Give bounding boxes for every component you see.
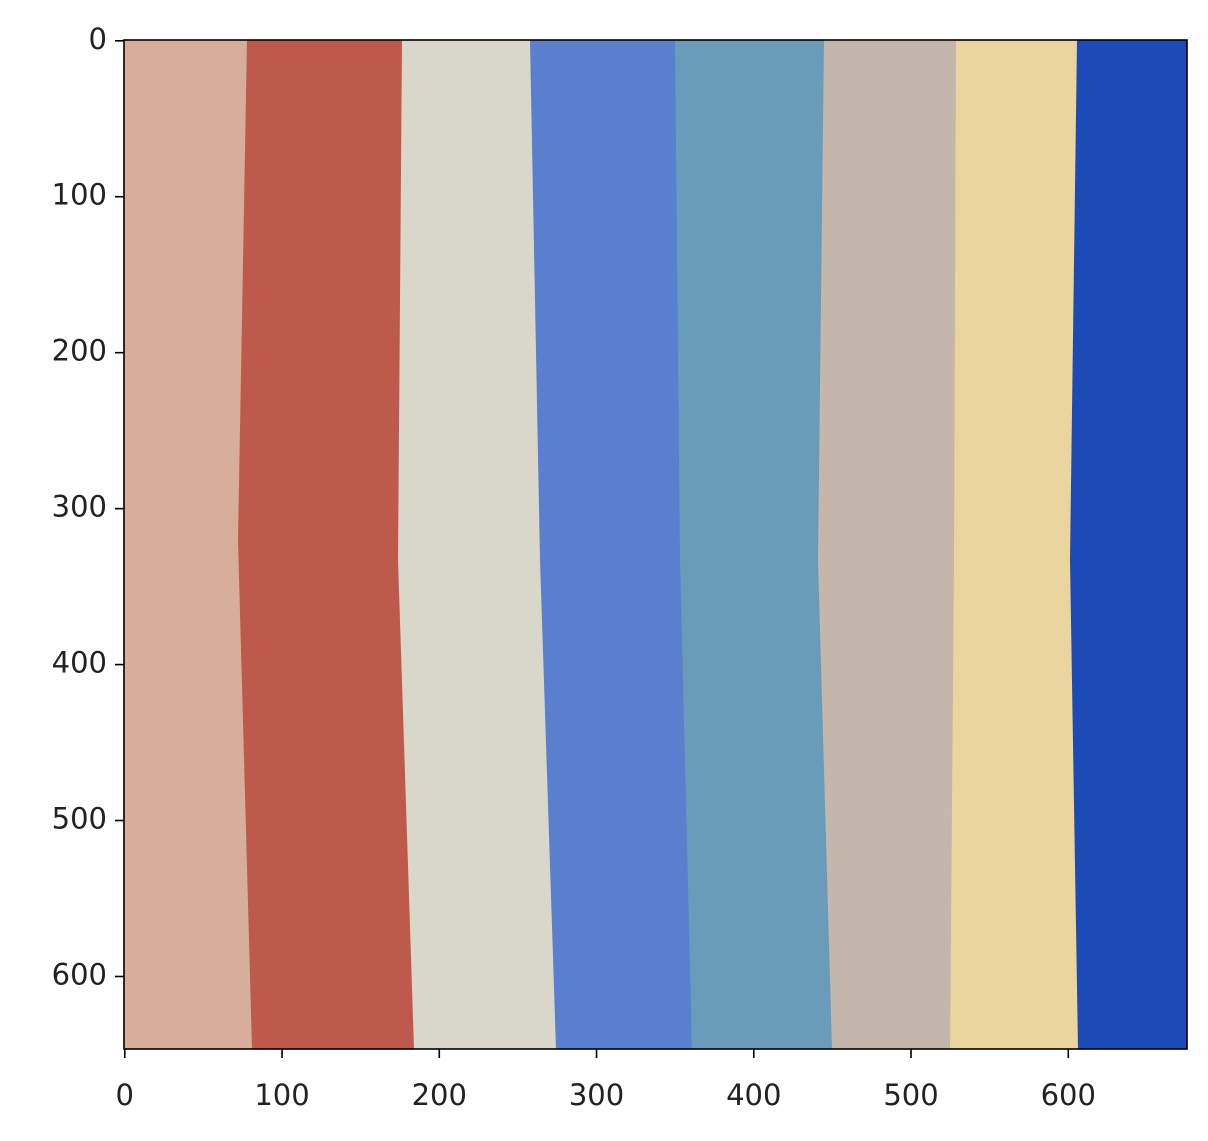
swatch-cream: [398, 40, 556, 1049]
x-tick-label: 300: [569, 1078, 624, 1112]
swatch-yellow: [950, 40, 1078, 1049]
swatch-taupe: [818, 40, 956, 1049]
x-tick-label: 0: [116, 1078, 134, 1112]
y-tick-label: 300: [52, 490, 107, 524]
x-tick-label: 400: [726, 1078, 781, 1112]
y-tick-label: 0: [89, 22, 107, 56]
axes-frame: [123, 39, 1188, 1050]
y-tick-label: 400: [52, 646, 107, 680]
x-tick-label: 500: [883, 1078, 938, 1112]
swatch-steel: [675, 40, 832, 1049]
x-tick-label: 600: [1041, 1078, 1096, 1112]
swatch-blue: [530, 40, 692, 1049]
y-tick-label: 200: [52, 334, 107, 368]
x-tick-label: 200: [412, 1078, 467, 1112]
y-tick-label: 600: [52, 957, 107, 991]
swatch-red: [238, 40, 414, 1049]
y-tick-label: 500: [52, 802, 107, 836]
y-tick-label: 100: [52, 178, 107, 212]
x-tick-label: 100: [254, 1078, 309, 1112]
swatch-royal-blue: [1070, 40, 1187, 1049]
image: [124, 40, 1187, 1049]
ticks: 0 100 200 300 400 500 600 0 100 200 300 400 500 600: [52, 22, 1096, 1112]
